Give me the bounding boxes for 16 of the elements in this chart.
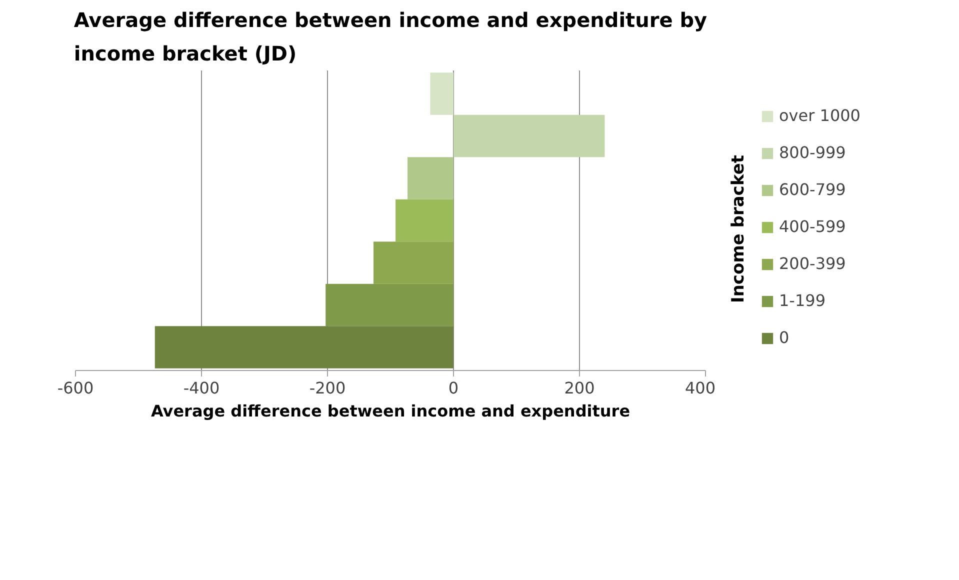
legend-label: 800-999 xyxy=(779,143,846,162)
legend-title: Income bracket xyxy=(728,155,748,303)
legend-label: 1-199 xyxy=(779,291,826,310)
legend-label: 600-799 xyxy=(779,180,846,199)
x-tick-label: -400 xyxy=(183,378,220,398)
legend-label: over 1000 xyxy=(779,106,860,125)
x-axis-title: Average difference between income and expenditure xyxy=(150,402,630,420)
legend-label: 400-599 xyxy=(779,217,846,236)
legend-label: 0 xyxy=(779,328,790,347)
x-tick-label: -600 xyxy=(57,378,94,398)
x-tick-label: -200 xyxy=(309,378,346,398)
chart-title: Average difference between income and expenditure by income bracket (JD) xyxy=(74,8,708,66)
x-tick-label: 200 xyxy=(564,378,595,398)
x-tick-label: 400 xyxy=(684,378,716,398)
legend-label: 200-399 xyxy=(779,254,846,273)
x-tick-label: 0 xyxy=(448,378,459,398)
